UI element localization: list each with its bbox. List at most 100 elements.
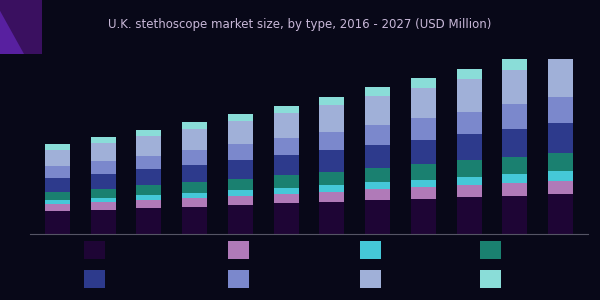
Bar <box>91 210 116 234</box>
Bar <box>319 105 344 132</box>
Bar <box>548 152 573 171</box>
Bar <box>457 112 482 134</box>
Bar <box>457 177 482 185</box>
Bar <box>502 70 527 104</box>
Bar <box>457 160 482 177</box>
FancyBboxPatch shape <box>360 241 381 259</box>
Bar <box>45 204 70 211</box>
Bar <box>45 167 70 178</box>
Bar <box>228 178 253 190</box>
Bar <box>274 106 299 113</box>
Bar <box>182 182 207 193</box>
Bar <box>136 156 161 169</box>
Bar <box>319 202 344 234</box>
Text: U.K. stethoscope market size, by type, 2016 - 2027 (USD Million): U.K. stethoscope market size, by type, 2… <box>109 18 491 31</box>
Bar <box>411 140 436 164</box>
Bar <box>228 114 253 122</box>
Bar <box>91 174 116 188</box>
Bar <box>136 169 161 185</box>
Polygon shape <box>0 0 42 54</box>
Bar <box>457 69 482 79</box>
Polygon shape <box>0 11 24 54</box>
Bar <box>502 196 527 234</box>
Bar <box>548 171 573 181</box>
Bar <box>502 174 527 183</box>
Bar <box>182 150 207 165</box>
Bar <box>365 97 390 125</box>
Bar <box>548 123 573 152</box>
Bar <box>228 205 253 234</box>
Bar <box>228 160 253 178</box>
Bar <box>45 150 70 166</box>
Bar <box>411 88 436 118</box>
Bar <box>548 194 573 234</box>
Bar <box>45 144 70 150</box>
Bar <box>91 137 116 143</box>
Bar <box>548 47 573 59</box>
Bar <box>274 188 299 194</box>
Bar <box>91 188 116 198</box>
Bar <box>136 200 161 208</box>
FancyBboxPatch shape <box>480 241 501 259</box>
Bar <box>548 59 573 97</box>
Bar <box>91 198 116 202</box>
Bar <box>365 189 390 200</box>
Bar <box>411 180 436 187</box>
Bar <box>365 87 390 97</box>
Bar <box>365 168 390 182</box>
FancyBboxPatch shape <box>228 241 249 259</box>
Bar <box>457 134 482 160</box>
FancyBboxPatch shape <box>84 270 105 288</box>
Bar <box>319 132 344 150</box>
Bar <box>319 185 344 192</box>
FancyBboxPatch shape <box>228 270 249 288</box>
Bar <box>182 122 207 129</box>
Bar <box>182 193 207 198</box>
Bar <box>274 175 299 188</box>
Bar <box>502 58 527 70</box>
Bar <box>365 200 390 234</box>
Bar <box>136 185 161 195</box>
FancyBboxPatch shape <box>360 270 381 288</box>
Bar <box>91 143 116 161</box>
Bar <box>548 97 573 123</box>
Bar <box>274 194 299 203</box>
Bar <box>136 136 161 156</box>
Bar <box>228 122 253 144</box>
Bar <box>457 185 482 197</box>
Bar <box>274 203 299 234</box>
Bar <box>411 164 436 180</box>
Bar <box>274 155 299 175</box>
Bar <box>228 190 253 196</box>
Bar <box>45 211 70 234</box>
Bar <box>548 181 573 194</box>
Bar <box>228 196 253 205</box>
Bar <box>411 118 436 140</box>
Bar <box>274 138 299 155</box>
Bar <box>411 199 436 234</box>
Bar <box>502 104 527 129</box>
Bar <box>411 78 436 88</box>
Bar <box>45 192 70 200</box>
Bar <box>91 202 116 210</box>
Bar <box>136 130 161 136</box>
Bar <box>136 195 161 200</box>
Bar <box>319 97 344 105</box>
Bar <box>365 145 390 168</box>
Bar <box>45 178 70 192</box>
Bar <box>319 192 344 202</box>
Bar <box>182 129 207 150</box>
Bar <box>45 200 70 204</box>
Bar <box>136 208 161 234</box>
Bar <box>457 197 482 234</box>
Bar <box>502 183 527 196</box>
Bar <box>319 150 344 172</box>
FancyBboxPatch shape <box>480 270 501 288</box>
Bar <box>457 79 482 112</box>
Bar <box>182 198 207 206</box>
Bar <box>91 161 116 174</box>
Bar <box>365 125 390 145</box>
FancyBboxPatch shape <box>84 241 105 259</box>
Bar <box>502 157 527 174</box>
Bar <box>502 129 527 157</box>
